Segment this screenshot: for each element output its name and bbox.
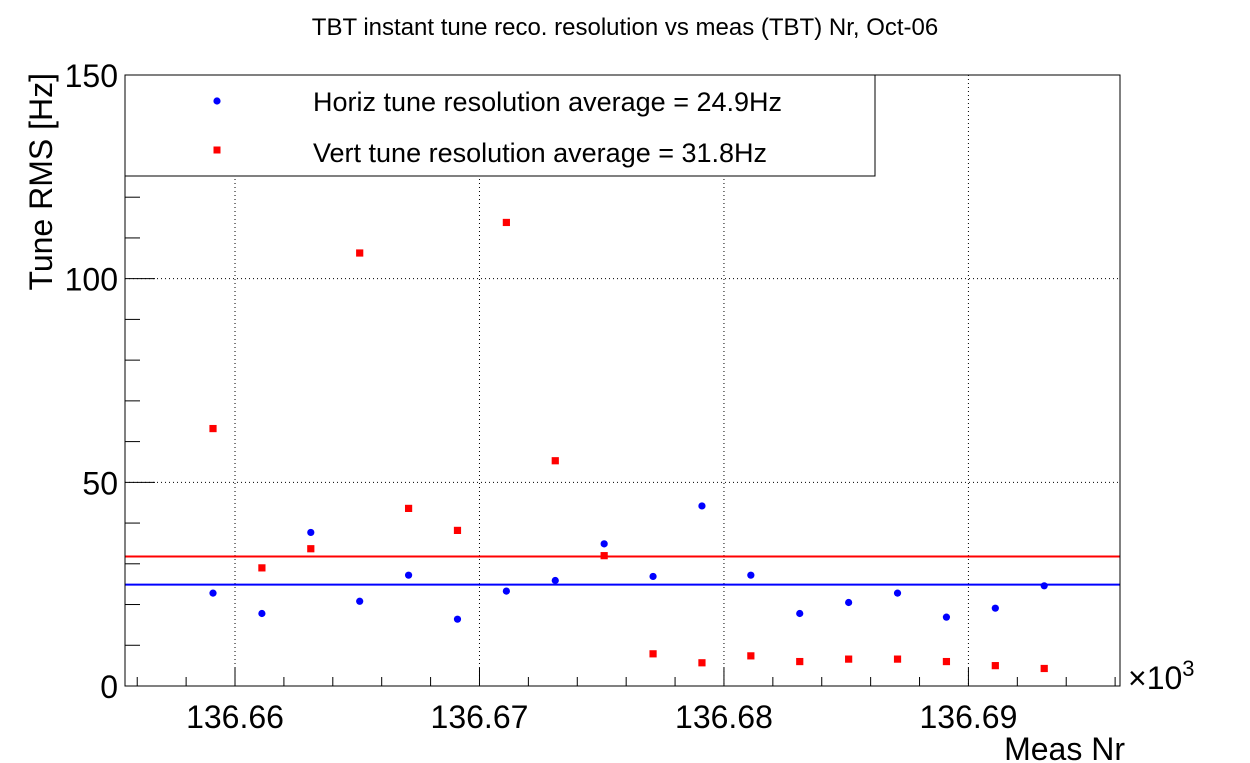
point-vert [258,564,266,572]
legend-box [124,74,876,177]
x-tick-label: 136.69 [919,699,1017,735]
tick-labels: 136.66 136.67 136.68 136.69 0 50 100 150 [65,58,1018,735]
x-multiplier: ×103 [1128,656,1195,696]
x-tick-label: 136.67 [431,699,529,735]
y-tick-label: 150 [65,58,118,94]
x-tick-label: 136.66 [186,699,284,735]
point-horiz [698,502,706,510]
point-vert [453,526,462,534]
point-vert [502,218,510,227]
point-horiz [893,589,902,597]
point-horiz [649,572,657,581]
legend-label-horiz: Horiz tune resolution average = 24.9Hz [313,87,782,117]
x-multiplier-base: ×10 [1128,660,1182,696]
point-vert [942,657,951,666]
point-vert [209,424,217,433]
point-vert [356,249,364,257]
y-tick-label: 100 [65,262,118,298]
point-horiz [356,597,364,605]
point-horiz [600,540,608,548]
point-vert [551,457,559,465]
point-horiz [404,571,413,579]
chart-title: TBT instant tune reco. resolution vs mea… [312,14,938,41]
point-horiz [453,615,462,623]
point-vert [991,662,999,670]
point-horiz [796,609,804,618]
point-vert [698,659,706,667]
x-tick-label: 136.68 [675,699,773,735]
point-horiz [551,576,559,585]
point-horiz [942,613,951,621]
point-horiz [209,589,217,597]
y-axis-label: Tune RMS [Hz] [23,73,59,291]
point-vert [600,552,608,560]
legend: Horiz tune resolution average = 24.9Hz V… [124,74,876,177]
data-points [209,218,1048,673]
y-tick-label: 0 [100,669,118,705]
legend-marker-vert [213,146,221,154]
point-horiz [307,528,315,537]
x-multiplier-exponent: 3 [1182,656,1194,681]
point-horiz [845,598,853,607]
point-vert [893,655,902,663]
x-axis-label: Meas Nr [1004,731,1125,763]
point-horiz [1040,582,1048,590]
point-vert [649,650,657,658]
point-vert [796,657,804,666]
point-horiz [502,587,510,595]
legend-marker-horiz [213,97,221,105]
y-tick-label: 50 [82,465,118,501]
point-horiz [747,571,755,579]
average-lines [125,555,1120,586]
point-vert [1040,664,1048,673]
legend-label-vert: Vert tune resolution average = 31.8Hz [313,138,767,168]
point-horiz [258,609,266,618]
point-vert [747,652,755,660]
point-horiz [991,604,999,612]
point-vert [845,655,853,663]
point-vert [404,504,413,513]
point-vert [307,545,315,553]
